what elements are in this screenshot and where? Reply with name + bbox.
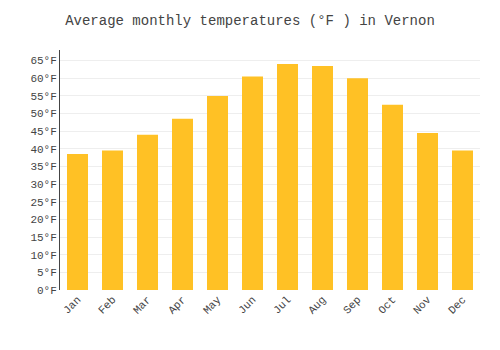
svg-text:Sep: Sep [341, 294, 363, 316]
svg-text:Nov: Nov [411, 294, 434, 317]
svg-text:10°F: 10°F [30, 250, 56, 262]
svg-text:50°F: 50°F [30, 108, 56, 120]
svg-text:20°F: 20°F [30, 214, 56, 226]
svg-text:5°F: 5°F [37, 267, 57, 279]
svg-text:Dec: Dec [446, 294, 468, 316]
svg-text:40°F: 40°F [30, 144, 56, 156]
svg-text:Average monthly temperatures (: Average monthly temperatures (°F ) in Ve… [65, 13, 435, 29]
svg-text:30°F: 30°F [30, 179, 56, 191]
svg-text:55°F: 55°F [30, 91, 56, 103]
svg-text:Jun: Jun [236, 294, 258, 316]
svg-text:0°F: 0°F [37, 285, 57, 297]
svg-text:60°F: 60°F [30, 73, 56, 85]
svg-text:Jan: Jan [61, 294, 83, 316]
svg-text:Oct: Oct [376, 294, 398, 316]
svg-text:35°F: 35°F [30, 161, 56, 173]
svg-text:Feb: Feb [96, 294, 118, 316]
svg-text:25°F: 25°F [30, 197, 56, 209]
svg-text:Aug: Aug [306, 294, 328, 316]
svg-text:Jul: Jul [271, 294, 293, 316]
svg-text:65°F: 65°F [30, 55, 56, 67]
svg-text:Apr: Apr [166, 294, 188, 316]
svg-text:Mar: Mar [131, 294, 153, 316]
svg-text:May: May [201, 294, 224, 317]
svg-text:15°F: 15°F [30, 232, 56, 244]
svg-text:45°F: 45°F [30, 126, 56, 138]
